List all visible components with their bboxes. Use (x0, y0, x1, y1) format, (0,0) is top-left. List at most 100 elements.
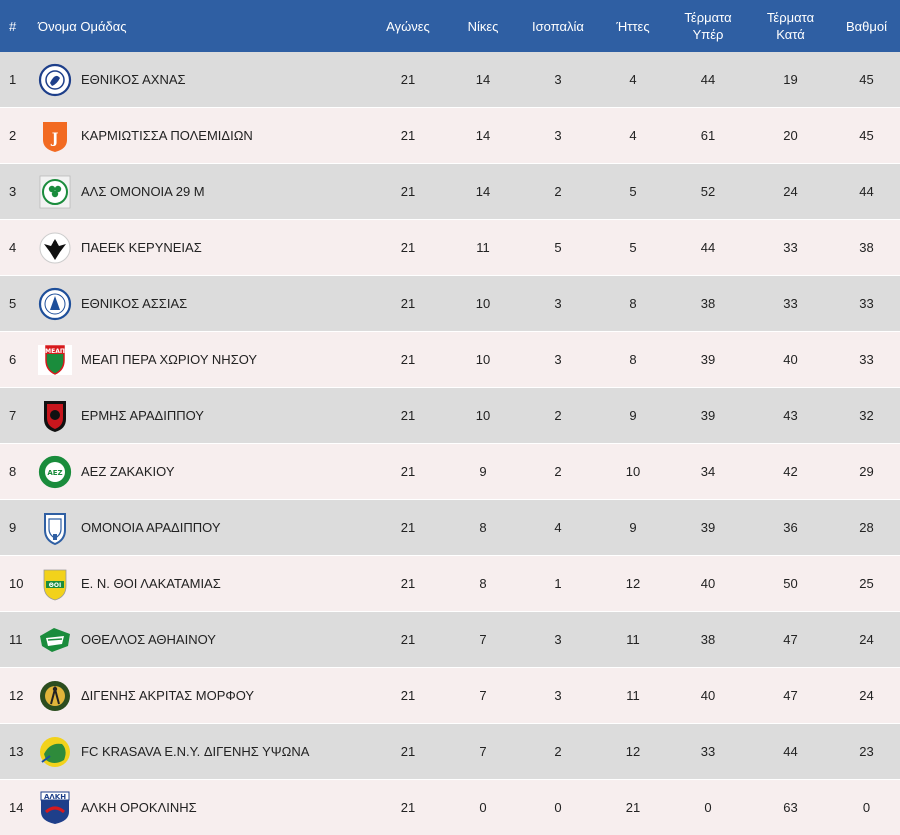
draws-cell: 5 (518, 220, 598, 276)
goals-against-cell: 33 (748, 220, 833, 276)
team-info: ΕΘΝΙΚΟΣ ΑΣΣΙΑΣ (38, 276, 368, 331)
points-cell: 32 (833, 388, 900, 444)
team-name[interactable]: ΚΑΡΜΙΩΤΙΣΣΑ ΠΟΛΕΜΙΔΙΩΝ (81, 128, 253, 143)
goals-against-cell: 63 (748, 780, 833, 835)
team-info: ΔΙΓΕΝΗΣ ΑΚΡΙΤΑΣ ΜΟΡΦΟΥ (38, 668, 368, 723)
ermis-shield-icon-graphic (38, 398, 72, 434)
wins-cell: 14 (448, 52, 518, 108)
omonoia-29m-clover-icon-graphic (38, 174, 72, 210)
goals-for-cell: 40 (668, 556, 748, 612)
header-team-name: Όνομα Ομάδας (36, 0, 368, 52)
team-name[interactable]: Ε. Ν. ΘΟΙ ΛΑΚΑΤΑΜΙΑΣ (81, 576, 221, 591)
rank-cell: 10 (0, 556, 36, 612)
team-cell: ΠΑΕΕΚ ΚΕΡΥΝΕΙΑΣ (36, 220, 368, 276)
digenis-morfou-crest-icon (38, 678, 72, 714)
played-cell: 21 (368, 724, 448, 780)
team-name[interactable]: ΑΛΚΗ ΟΡΟΚΛΙΝΗΣ (81, 800, 197, 815)
points-cell: 24 (833, 668, 900, 724)
header-goals-for-line1: Τέρματα (684, 10, 731, 25)
points-cell: 45 (833, 108, 900, 164)
rank-cell: 6 (0, 332, 36, 388)
wins-cell: 7 (448, 724, 518, 780)
alki-oroklinis-crest-icon: ΑΛΚΗ (38, 790, 72, 826)
rank-cell: 7 (0, 388, 36, 444)
header-goals-against-line2: Κατά (776, 27, 805, 42)
team-name[interactable]: ΜΕΑΠ ΠΕΡΑ ΧΩΡΙΟΥ ΝΗΣΟΥ (81, 352, 257, 367)
team-cell: ΕΘΝΙΚΟΣ ΑΧΝΑΣ (36, 52, 368, 108)
goals-for-cell: 44 (668, 52, 748, 108)
goals-for-cell: 39 (668, 388, 748, 444)
team-cell: J ΚΑΡΜΙΩΤΙΣΣΑ ΠΟΛΕΜΙΔΙΩΝ (36, 108, 368, 164)
played-cell: 21 (368, 612, 448, 668)
team-name[interactable]: ΔΙΓΕΝΗΣ ΑΚΡΙΤΑΣ ΜΟΡΦΟΥ (81, 688, 254, 703)
goals-for-cell: 40 (668, 668, 748, 724)
team-name[interactable]: FC KRASAVA E.N.Y. ΔΙΓΕΝΗΣ ΥΨΩΝΑ (81, 744, 309, 759)
header-goals-against: Τέρματα Κατά (748, 0, 833, 52)
team-name[interactable]: ΑΕΖ ΖΑΚΑΚΙΟΥ (81, 464, 175, 479)
losses-cell: 10 (598, 444, 668, 500)
losses-cell: 5 (598, 220, 668, 276)
team-name[interactable]: ΕΡΜΗΣ ΑΡΑΔΙΠΠΟΥ (81, 408, 204, 423)
team-name[interactable]: ΟΘΕΛΛΟΣ ΑΘΗΑΙΝΟΥ (81, 632, 216, 647)
team-cell: ΕΘΝΙΚΟΣ ΑΣΣΙΑΣ (36, 276, 368, 332)
wins-cell: 7 (448, 668, 518, 724)
played-cell: 21 (368, 668, 448, 724)
points-cell: 28 (833, 500, 900, 556)
ethnikos-achnas-crest-icon (38, 62, 72, 98)
team-name[interactable]: ΠΑΕΕΚ ΚΕΡΥΝΕΙΑΣ (81, 240, 202, 255)
team-cell: ΑΕΖ ΑΕΖ ΖΑΚΑΚΙΟΥ (36, 444, 368, 500)
draws-cell: 2 (518, 388, 598, 444)
draws-cell: 2 (518, 444, 598, 500)
goals-against-cell: 20 (748, 108, 833, 164)
wins-cell: 8 (448, 556, 518, 612)
digenis-morfou-crest-icon-graphic (38, 678, 72, 714)
aez-zakakiou-crest-icon-graphic: ΑΕΖ (38, 454, 72, 490)
team-cell: ΑΛΣ ΟΜΟΝΟΙΑ 29 Μ (36, 164, 368, 220)
wins-cell: 7 (448, 612, 518, 668)
team-name[interactable]: ΕΘΝΙΚΟΣ ΑΣΣΙΑΣ (81, 296, 187, 311)
points-cell: 33 (833, 332, 900, 388)
played-cell: 21 (368, 108, 448, 164)
header-goals-against-line1: Τέρματα (767, 10, 814, 25)
points-cell: 0 (833, 780, 900, 835)
draws-cell: 4 (518, 500, 598, 556)
played-cell: 21 (368, 164, 448, 220)
team-name[interactable]: ΑΛΣ ΟΜΟΝΟΙΑ 29 Μ (81, 184, 205, 199)
ethnikos-achnas-crest-icon-graphic (38, 62, 72, 98)
goals-for-cell: 39 (668, 500, 748, 556)
team-info: ΠΑΕΕΚ ΚΕΡΥΝΕΙΑΣ (38, 220, 368, 275)
goals-against-cell: 44 (748, 724, 833, 780)
draws-cell: 2 (518, 724, 598, 780)
team-info: ΕΘΝΙΚΟΣ ΑΧΝΑΣ (38, 52, 368, 107)
team-name[interactable]: ΟΜΟΝΟΙΑ ΑΡΑΔΙΠΠΟΥ (81, 520, 221, 535)
points-cell: 38 (833, 220, 900, 276)
team-name[interactable]: ΕΘΝΙΚΟΣ ΑΧΝΑΣ (81, 72, 186, 87)
team-cell: ΟΜΟΝΟΙΑ ΑΡΑΔΙΠΠΟΥ (36, 500, 368, 556)
svg-text:J: J (50, 131, 59, 147)
rank-cell: 4 (0, 220, 36, 276)
points-cell: 24 (833, 612, 900, 668)
goals-for-cell: 0 (668, 780, 748, 835)
team-cell: FC KRASAVA E.N.Y. ΔΙΓΕΝΗΣ ΥΨΩΝΑ (36, 724, 368, 780)
rank-cell: 5 (0, 276, 36, 332)
rank-cell: 9 (0, 500, 36, 556)
played-cell: 21 (368, 276, 448, 332)
goals-against-cell: 33 (748, 276, 833, 332)
team-info: FC KRASAVA E.N.Y. ΔΙΓΕΝΗΣ ΥΨΩΝΑ (38, 724, 368, 779)
svg-text:ΜΕΑΠ: ΜΕΑΠ (45, 348, 65, 355)
points-cell: 29 (833, 444, 900, 500)
